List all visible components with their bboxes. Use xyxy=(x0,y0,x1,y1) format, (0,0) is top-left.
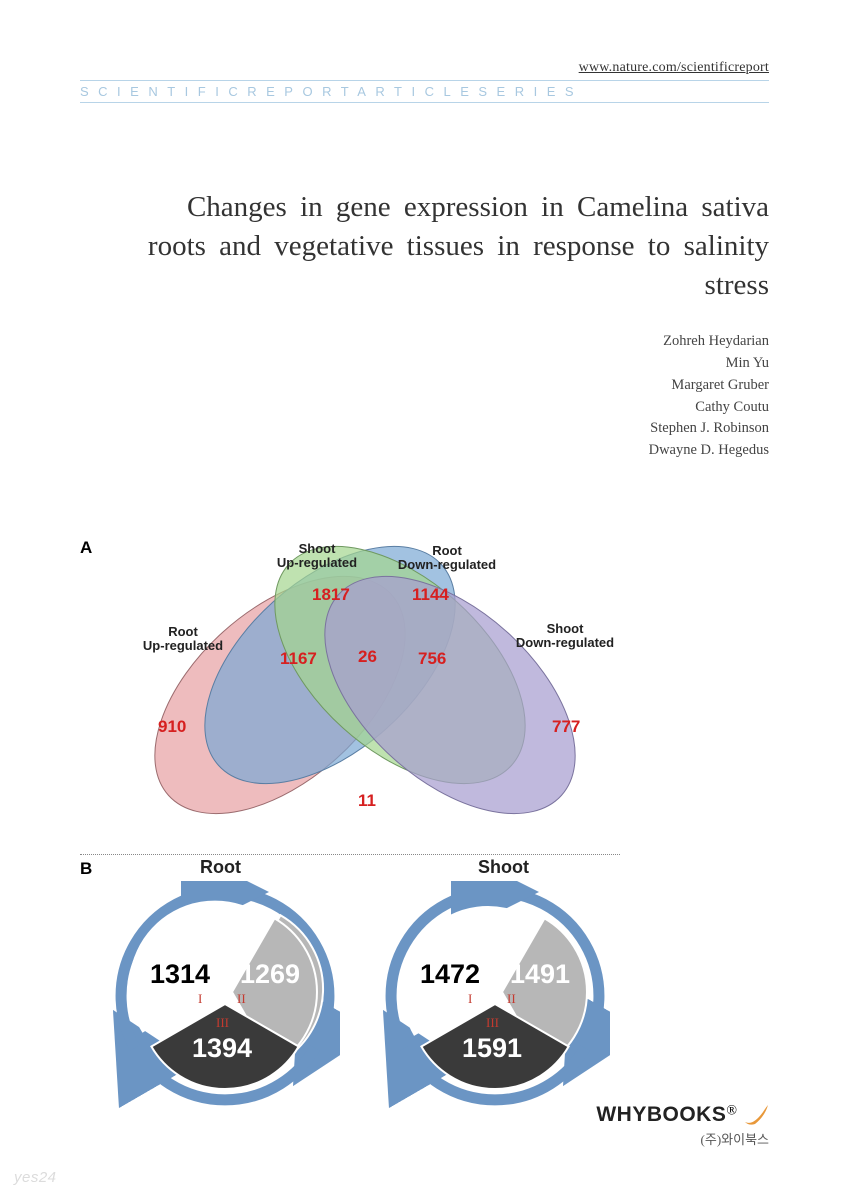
venn-count: 1144 xyxy=(412,586,449,605)
figure: A RootUp-regulated ShootUp-regulated Roo… xyxy=(80,530,640,1113)
venn-diagram: A RootUp-regulated ShootUp-regulated Roo… xyxy=(80,530,640,850)
author: Min Yu xyxy=(80,353,769,375)
pie-title-shoot: Shoot xyxy=(478,857,529,878)
publisher-korean: (주)와이북스 xyxy=(596,1129,769,1148)
panel-divider xyxy=(80,854,620,855)
pie-shoot xyxy=(380,881,610,1111)
author-list: Zohreh Heydarian Min Yu Margaret Gruber … xyxy=(80,331,769,462)
venn-set-label: RootDown-regulated xyxy=(392,544,502,573)
venn-count: 26 xyxy=(358,648,377,667)
pie-root xyxy=(110,881,340,1111)
header-url[interactable]: www.nature.com/scientificreport xyxy=(80,60,769,76)
pie-value: 1314 xyxy=(150,959,210,990)
author: Zohreh Heydarian xyxy=(80,331,769,353)
venn-count: 910 xyxy=(158,718,186,737)
series-banner: SCIENTIFICREPORTARTICLESERIES xyxy=(80,80,769,103)
pie-value: 1269 xyxy=(240,959,300,990)
publisher-name: WHYBOOKS xyxy=(596,1103,726,1126)
watermark: yes24 xyxy=(14,1169,57,1186)
roman-label: II xyxy=(237,991,246,1007)
roman-label: I xyxy=(468,991,472,1007)
roman-label: III xyxy=(216,1015,229,1031)
pie-value: 1491 xyxy=(510,959,570,990)
pie-value: 1591 xyxy=(462,1033,522,1064)
author: Cathy Coutu xyxy=(80,397,769,419)
pie-title-root: Root xyxy=(200,857,241,878)
venn-count: 777 xyxy=(552,718,580,737)
registered-icon: ® xyxy=(726,1104,737,1119)
venn-count: 1167 xyxy=(280,650,317,669)
venn-set-label: ShootUp-regulated xyxy=(272,542,362,571)
pie-value: 1472 xyxy=(420,959,480,990)
venn-count: 11 xyxy=(358,792,376,811)
venn-set-label: RootUp-regulated xyxy=(138,625,228,654)
panel-b-label: B xyxy=(80,859,92,879)
venn-count: 756 xyxy=(418,650,446,669)
roman-label: III xyxy=(486,1015,499,1031)
venn-count: 1817 xyxy=(312,586,350,605)
venn-set-label: ShootDown-regulated xyxy=(510,622,620,651)
author: Dwayne D. Hegedus xyxy=(80,440,769,462)
author: Stephen J. Robinson xyxy=(80,418,769,440)
panel-a-label: A xyxy=(80,538,92,558)
pie-panel: B Root Shoot xyxy=(80,863,640,1113)
pie-value: 1394 xyxy=(192,1033,252,1064)
paper-title: Changes in gene expression in Camelina s… xyxy=(80,188,769,305)
publisher-block: WHYBOOKS® (주)와이북스 xyxy=(596,1103,769,1148)
roman-label: I xyxy=(198,991,202,1007)
author: Margaret Gruber xyxy=(80,375,769,397)
swoosh-icon xyxy=(743,1104,769,1131)
roman-label: II xyxy=(507,991,516,1007)
